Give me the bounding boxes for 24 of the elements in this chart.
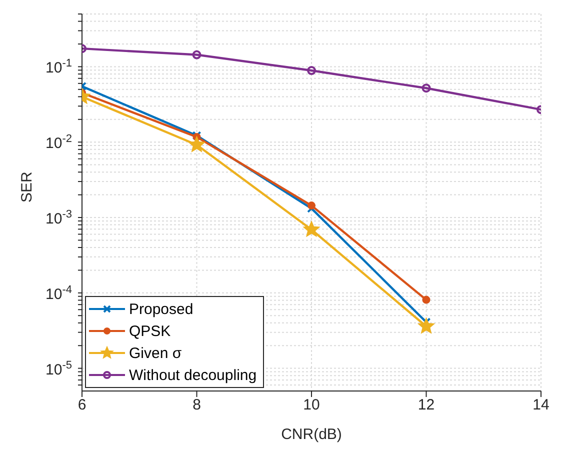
y-tick-label: 10$^{-1}$ [46, 58, 72, 77]
legend-label: Given σ [129, 344, 182, 362]
y-axis-title: SER [18, 171, 36, 202]
legend-label: Proposed [129, 300, 194, 318]
y-tick-label: 10$^{-3}$ [46, 208, 72, 228]
point [418, 318, 434, 334]
legend-label: QPSK [129, 322, 171, 340]
point [307, 66, 316, 76]
y-tick-label: 10$^{-5}$ [46, 359, 72, 378]
point [308, 202, 316, 210]
point [422, 84, 431, 93]
point [422, 296, 430, 304]
point [192, 50, 202, 60]
x-tick-label: 6 [78, 396, 86, 414]
y-tick-label: 10$^{-2}$ [46, 133, 72, 152]
point [188, 136, 205, 152]
x-axis-title: CNR(dB) [281, 426, 342, 443]
x-tick-label: 10 [303, 396, 320, 414]
x-tick-label: 12 [418, 396, 435, 414]
point [303, 221, 320, 237]
legend-label: Without decoupling [129, 366, 257, 384]
y-tick-label: 10$^{-4}$ [46, 284, 72, 303]
x-tick-label: 14 [532, 396, 550, 414]
x-tick-label: 8 [192, 396, 201, 414]
